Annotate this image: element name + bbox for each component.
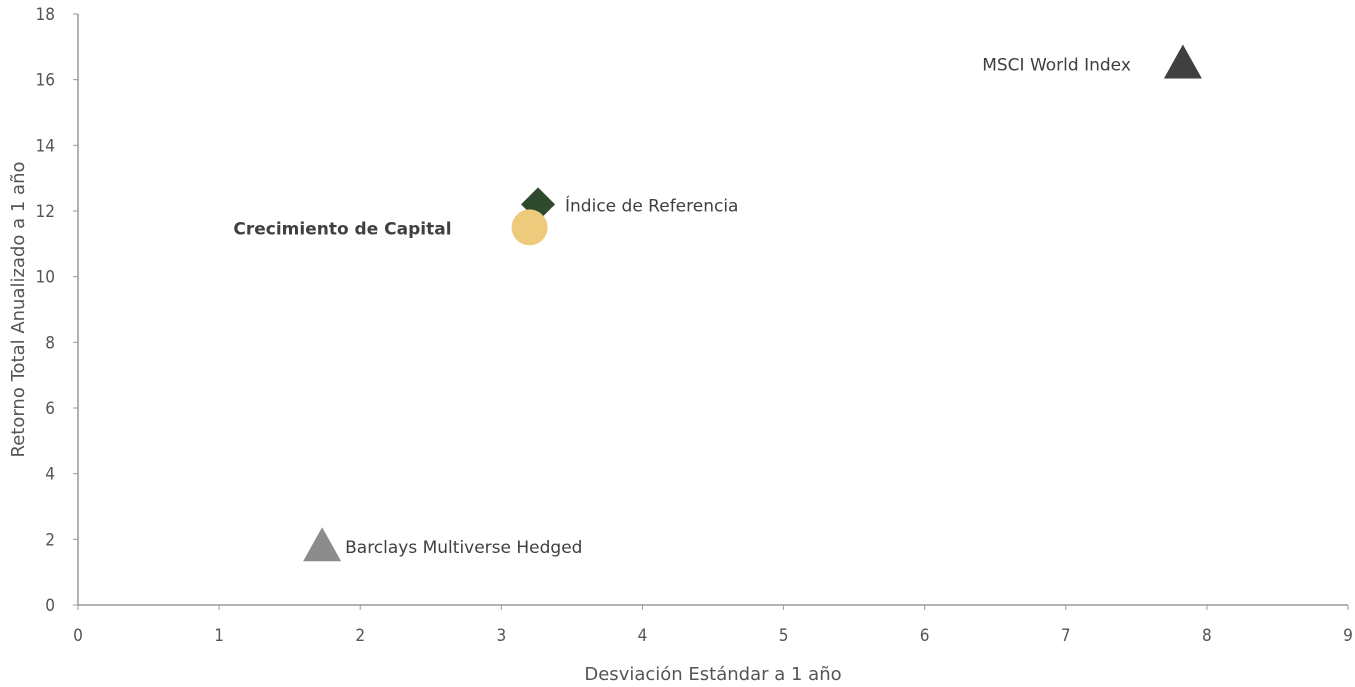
- y-tick-label: 6: [45, 399, 55, 419]
- data-point-triangle: [303, 527, 342, 562]
- data-point-triangle: [1163, 44, 1202, 79]
- x-tick-label: 7: [1061, 626, 1071, 646]
- y-tick-label: 14: [36, 136, 55, 156]
- x-tick-label: 8: [1202, 626, 1212, 646]
- x-tick-label: 6: [920, 626, 930, 646]
- x-tick-label: 3: [496, 626, 506, 646]
- y-tick-label: 8: [45, 333, 55, 353]
- data-point-circle: [511, 209, 548, 246]
- y-axis-ticks: 0 2 4 6 8 10 12 14 16 18: [36, 5, 78, 616]
- y-tick-label: 0: [45, 596, 55, 616]
- x-axis-title: Desviación Estándar a 1 año: [584, 664, 841, 685]
- data-point-labels: MSCI World Index Índice de Referencia Crec…: [233, 55, 1131, 558]
- y-tick-label: 4: [45, 465, 55, 485]
- x-tick-label: 1: [214, 626, 224, 646]
- y-axis-title: Retorno Total Anualizado a 1 año: [8, 161, 29, 457]
- x-tick-label: 5: [779, 626, 789, 646]
- y-tick-label: 18: [36, 5, 55, 25]
- data-points: [303, 44, 1202, 562]
- x-tick-label: 4: [638, 626, 648, 646]
- x-tick-label: 2: [355, 626, 365, 646]
- x-axis-ticks: 0 1 2 3 4 5 6 7 8 9: [73, 605, 1353, 646]
- data-point-label: Barclays Multiverse Hedged: [345, 538, 582, 558]
- data-point-label: Crecimiento de Capital: [233, 219, 451, 239]
- y-tick-label: 12: [36, 202, 55, 222]
- y-tick-label: 16: [36, 71, 55, 91]
- data-point-label: Índice de Referencia: [565, 194, 738, 216]
- y-tick-label: 10: [36, 268, 55, 288]
- x-tick-label: 9: [1343, 626, 1353, 646]
- y-tick-label: 2: [45, 530, 55, 550]
- data-point-label: MSCI World Index: [982, 55, 1131, 75]
- x-tick-label: 0: [73, 626, 83, 646]
